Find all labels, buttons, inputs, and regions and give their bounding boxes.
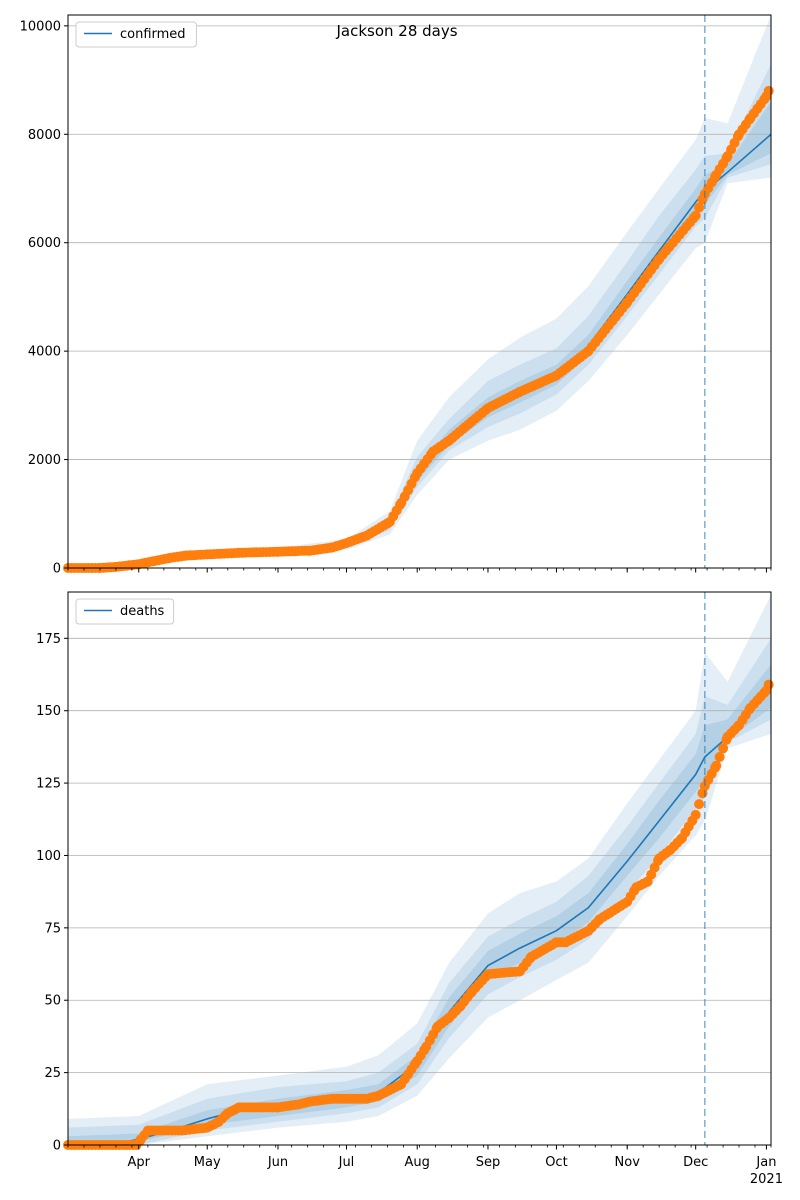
y-tick-label: 75	[44, 921, 61, 936]
deaths-legend: deaths	[75, 598, 175, 625]
x-tick-label: Nov	[615, 1155, 641, 1170]
confirmed-x-axis	[67, 568, 772, 573]
y-tick-label: 0	[53, 1139, 61, 1154]
observed-point	[694, 799, 705, 810]
y-tick-label: 8000	[28, 128, 61, 143]
y-tick-label: 25	[44, 1066, 61, 1081]
legend-box	[75, 21, 197, 48]
x-tick-label: Jan	[755, 1155, 776, 1170]
x-tick-label: Apr	[128, 1155, 151, 1170]
deaths-observed-points	[63, 679, 774, 1150]
observed-point	[690, 809, 701, 820]
y-tick-label: 2000	[28, 453, 61, 468]
deaths-y-axis: 0 25 50 75 100 125 150 175	[36, 632, 68, 1154]
deaths-x-axis: Apr May Jun Jul Aug Sep Oct Nov Dec Jan	[67, 1145, 776, 1170]
y-tick-label: 100	[36, 849, 61, 864]
y-tick-label: 6000	[28, 236, 61, 251]
x-tick-label: Aug	[405, 1155, 430, 1170]
band-outer	[68, 594, 771, 1145]
observed-point	[718, 743, 729, 754]
y-tick-label: 10000	[20, 19, 61, 34]
y-tick-label: 4000	[28, 345, 61, 360]
legend-label: confirmed	[120, 27, 186, 42]
observed-point	[763, 679, 774, 690]
deaths-uncertainty-bands	[68, 594, 771, 1145]
observed-point	[711, 760, 722, 771]
observed-point	[690, 210, 701, 221]
x-tick-label: Jul	[338, 1155, 355, 1170]
confirmed-observed-points	[63, 85, 774, 573]
deaths-panel: 0 25 50 75 100 125 150 175 Apr May Jun Jul Aug Sep Oc…	[36, 591, 783, 1187]
x-tick-label: Jun	[267, 1155, 288, 1170]
y-tick-label: 150	[36, 704, 61, 719]
y-tick-label: 50	[44, 994, 61, 1009]
x-tick-label: Oct	[545, 1155, 567, 1170]
year-label: 2021	[750, 1172, 783, 1187]
observed-point	[694, 202, 705, 213]
observed-point	[763, 85, 774, 96]
y-tick-label: 175	[36, 632, 61, 647]
confirmed-y-axis: 0 2000 4000 6000 8000 10000	[20, 19, 68, 577]
legend-box	[75, 598, 175, 625]
legend-label: deaths	[120, 604, 165, 619]
band-middle	[68, 638, 771, 1145]
x-tick-label: May	[194, 1155, 221, 1170]
y-tick-label: 125	[36, 777, 61, 792]
x-tick-label: Sep	[476, 1155, 501, 1170]
y-tick-label: 0	[53, 562, 61, 577]
x-tick-label: Dec	[683, 1155, 708, 1170]
observed-point	[714, 752, 725, 762]
confirmed-panel: 0 2000 4000 6000 8000 10000 Jackson 28 days c…	[20, 14, 774, 577]
chart-title: Jackson 28 days	[335, 22, 457, 40]
confirmed-legend: confirmed	[75, 21, 197, 48]
